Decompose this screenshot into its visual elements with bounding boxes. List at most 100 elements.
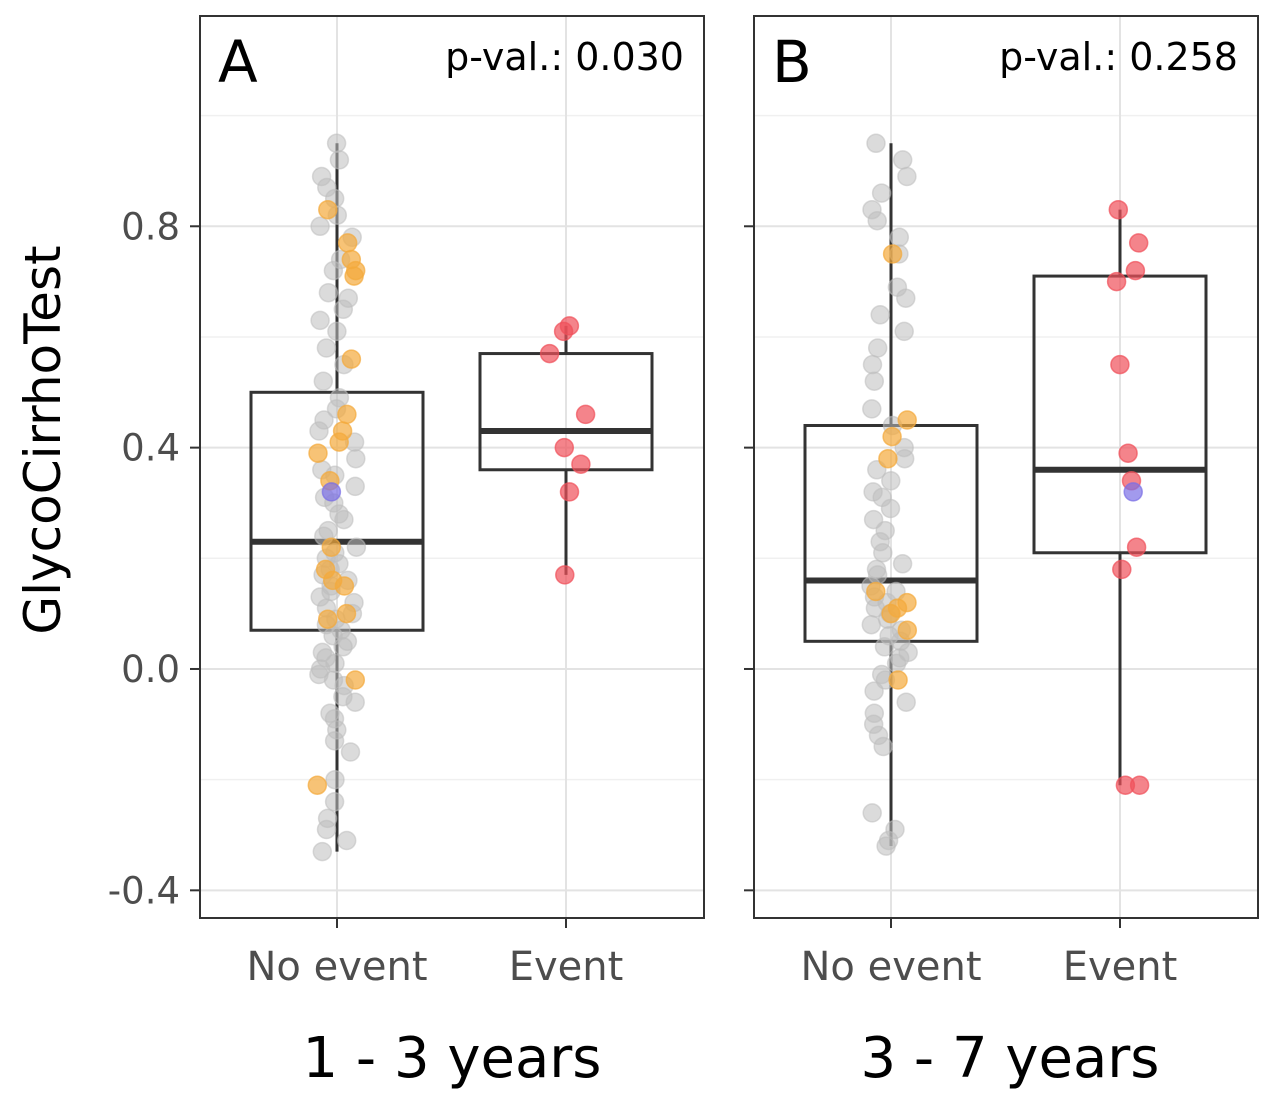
box-iqr <box>478 352 654 472</box>
data-point-orange <box>345 670 366 690</box>
panel-b-p-value: p-val.: 0.258 <box>999 35 1238 79</box>
data-point-grey <box>892 150 913 170</box>
panel-a-x-label: 1 - 3 years <box>303 1026 602 1091</box>
data-point-orange <box>897 410 917 430</box>
data-point-orange <box>318 199 338 220</box>
data-point-red <box>1126 537 1147 557</box>
data-point-grey <box>324 731 345 751</box>
data-point-grey <box>862 399 882 419</box>
data-point-grey <box>310 216 330 237</box>
data-point-grey <box>340 742 361 762</box>
data-point-grey <box>870 305 890 325</box>
data-point-grey <box>874 637 895 657</box>
panel-a-outline <box>199 15 705 919</box>
data-point-grey <box>346 537 367 557</box>
data-point-orange <box>334 576 355 596</box>
data-point-grey <box>886 653 907 674</box>
panel-b-outline <box>753 15 1259 919</box>
data-point-red <box>1115 775 1136 795</box>
data-point-grey <box>862 354 883 375</box>
data-point-grey <box>325 769 345 790</box>
data-point-grey <box>864 371 885 391</box>
data-point-orange <box>897 620 918 640</box>
panel-a-letter: A <box>218 28 258 96</box>
data-point-orange <box>317 609 338 629</box>
data-point-grey <box>866 133 886 154</box>
data-point-grey <box>864 681 884 701</box>
data-point-grey <box>316 819 337 840</box>
panel-a-points <box>307 133 596 862</box>
data-point-grey <box>345 692 365 712</box>
data-point-orange <box>308 443 328 463</box>
data-point-orange <box>344 266 364 286</box>
data-point-grey <box>873 543 893 563</box>
data-point-orange <box>888 670 908 690</box>
data-point-grey <box>894 448 915 469</box>
data-point-red <box>539 343 560 364</box>
data-point-red <box>1110 354 1130 375</box>
data-point-red <box>554 437 575 458</box>
data-point-red <box>559 482 580 502</box>
data-point-grey <box>346 448 366 469</box>
data-point-grey <box>334 509 354 530</box>
data-point-blue <box>321 482 342 502</box>
data-point-grey <box>896 692 916 712</box>
x-tick-label: Event <box>1063 944 1178 990</box>
data-point-grey <box>327 321 347 342</box>
data-point-orange <box>337 404 357 425</box>
data-point-red <box>1125 260 1146 281</box>
y-tick-label: 0.8 <box>121 205 180 248</box>
data-point-grey <box>861 614 882 635</box>
panel-a: -0.4 0.0 0.4 0.8 No event Event A p-val.: 0.… <box>108 15 705 1091</box>
y-tick-label: 0.4 <box>121 427 180 470</box>
data-point-grey <box>880 498 901 519</box>
data-point-orange <box>337 233 358 253</box>
data-point-red <box>555 565 575 585</box>
data-point-grey <box>867 210 887 231</box>
data-point-orange <box>878 448 898 469</box>
data-point-red <box>553 321 574 342</box>
data-point-red <box>1112 559 1132 580</box>
data-point-grey <box>876 836 896 856</box>
data-point-red <box>1128 233 1149 253</box>
data-point-orange <box>882 244 903 264</box>
panel-b-points <box>861 133 1150 856</box>
data-point-orange <box>866 581 886 602</box>
data-point-grey <box>881 471 901 491</box>
data-point-grey <box>324 792 345 812</box>
panel-a-p-value: p-val.: 0.030 <box>445 35 684 79</box>
data-point-grey <box>313 371 334 391</box>
data-point-orange <box>307 775 328 795</box>
y-tick-label: 0.0 <box>121 648 180 691</box>
panel-a-x-ticks: No event Event <box>246 918 623 990</box>
panel-b-x-label: 3 - 7 years <box>861 1026 1160 1091</box>
data-point-grey <box>892 554 913 574</box>
panel-b-letter: B <box>772 28 812 96</box>
data-point-orange <box>882 426 902 447</box>
data-point-grey <box>894 321 914 342</box>
data-point-grey <box>336 830 357 851</box>
data-point-orange <box>341 349 362 369</box>
data-point-grey <box>897 166 917 187</box>
data-point-grey <box>333 299 354 320</box>
data-point-grey <box>873 736 893 757</box>
data-point-blue <box>1123 482 1143 502</box>
data-point-grey <box>316 338 337 358</box>
data-point-red <box>1118 443 1138 463</box>
panel-b-x-ticks: No event Event <box>800 918 1177 990</box>
data-point-grey <box>309 421 329 441</box>
data-point-grey <box>333 637 353 657</box>
data-point-orange <box>881 603 901 624</box>
data-point-grey <box>896 288 916 308</box>
data-point-grey <box>862 803 882 823</box>
data-point-orange <box>329 432 349 452</box>
panel-b-y-ticks <box>744 225 754 892</box>
data-point-grey <box>329 150 350 170</box>
data-point-grey <box>323 260 344 281</box>
y-tick-label: -0.4 <box>108 869 180 912</box>
data-point-red <box>1108 199 1129 220</box>
panel-b: No event Event B p-val.: 0.258 3 - 7 year… <box>744 15 1259 1091</box>
panel-a-frame <box>199 15 705 919</box>
panel-a-y-ticks: -0.4 0.0 0.4 0.8 <box>108 205 200 912</box>
data-point-grey <box>871 183 892 203</box>
